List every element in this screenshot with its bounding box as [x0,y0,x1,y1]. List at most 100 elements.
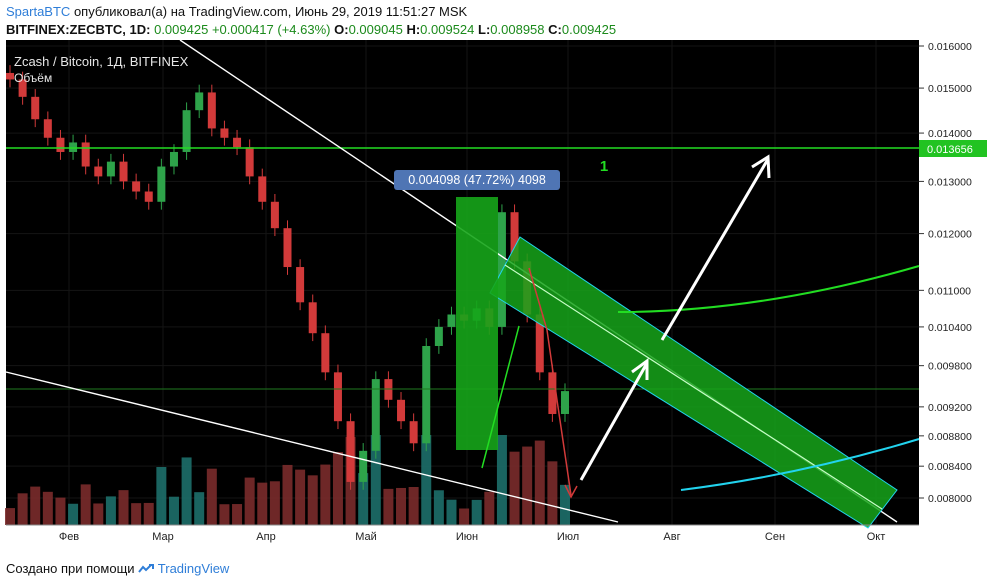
candle-body [169,151,178,167]
candle-body [321,333,330,373]
price-label-bg [919,140,987,157]
volume-bar [244,477,255,525]
volume-bar [68,503,79,525]
chart-title: Zcash / Bitcoin, 1Д, BITFINEX [14,54,189,69]
author-link[interactable]: SpartaBTC [6,4,71,19]
candle-body [144,191,153,202]
volume-bar [560,484,570,525]
descending-channel[interactable] [489,236,898,529]
volume-bar [5,508,15,525]
measure-tooltip [394,170,560,190]
tradingview-logo-icon [138,562,155,573]
white-arrow-1[interactable] [579,362,649,481]
green-curve[interactable] [617,265,920,313]
candle-body [258,176,267,202]
white-arrowhead-1 [631,358,649,380]
candle-body [561,391,569,414]
volume-bar [471,499,482,525]
cyan-curve[interactable] [680,438,920,491]
volume-bar [30,486,41,525]
volume-bar [433,490,444,525]
annotation-label: 1 [600,158,608,175]
volume-bar [55,497,66,525]
volume-bar [522,446,533,525]
candle-body [346,421,355,482]
volume-bar [534,440,545,525]
price-tick-label: 0.011000 [928,285,971,297]
candle-body [397,399,406,422]
time-tick-label: Окт [867,531,886,543]
close-label: C: [548,22,562,37]
candle-body [371,379,380,451]
green-projection-line [481,325,520,469]
volume-bar [93,503,104,525]
price-chart[interactable]: 1 0.004098 (47.72%) 4098 Zcash / Bitcoin… [0,40,989,555]
price-tick-label: 0.013000 [928,176,972,188]
price-tick-label: 0.012000 [928,229,972,241]
volume-bar [408,487,419,525]
candle-body [233,137,242,148]
candle-body [510,212,519,262]
price-tick-label: 0.015000 [928,83,972,95]
footer: Создано при помощи TradingView [6,561,229,576]
white-arrow-2[interactable] [660,158,770,341]
price-tick-label: 0.016000 [928,41,972,53]
time-tick-label: Май [355,531,377,543]
candle-body [283,228,292,268]
volume-bar [194,492,205,525]
high-label: H: [406,22,421,37]
volume-bar [105,496,116,525]
volume-bar [358,473,369,525]
volume-bar [206,468,217,525]
red-projection-line [528,267,572,496]
price-tick-label: 0.009800 [928,361,972,373]
volume-bar [131,503,142,525]
volume-bar [282,464,293,525]
tradingview-link[interactable]: TradingView [157,561,230,576]
volume-bar [269,481,280,525]
candle-body [548,372,557,414]
white-arrowhead-2 [751,154,771,179]
volume-bar [181,457,192,525]
red-arrowhead [564,484,578,499]
volume-bar [484,491,495,525]
candle-body [245,147,254,177]
volume-bar [320,464,331,525]
volume-bar [396,487,407,525]
footer-text: Создано при помощи [6,561,135,576]
low-value: 0.008958 [490,22,545,37]
price-tick-label: 0.010400 [928,322,972,334]
time-axis: Фев Мар Апр Май Июн Июл Авг Сен Окт [6,524,919,543]
price-axis: 0.016000 0.015000 0.014000 0.013000 0.012000… [919,41,972,505]
low-label: L: [478,22,491,37]
time-tick-label: Апр [256,531,275,543]
close-value: 0.009425 [561,22,617,37]
candle-body [132,181,141,192]
symbol-label: BITFINEX:ZECBTC, 1D [6,22,147,37]
volume-bar [383,488,394,525]
candle-body [535,314,544,373]
time-tick-label: Июн [456,531,478,543]
candle-body [270,201,279,229]
candle-body [333,372,342,422]
publish-info: опубликовал(а) на TradingView.com, Июнь … [73,4,468,19]
volume-bar [168,496,179,525]
candle-body [296,267,305,303]
candle-body [220,128,229,138]
candle-body [422,345,431,444]
candle-body [497,212,506,327]
measure-box[interactable] [456,197,498,450]
ohlc-line: BITFINEX:ZECBTC, 1D: 0.009425 +0.000417 … [6,22,617,37]
time-tick-label: Фев [59,531,79,543]
volume-bar [295,469,306,525]
candle-body [18,79,27,97]
candle-body [94,166,103,177]
candle-body [31,96,40,120]
time-tick-label: Авг [663,531,680,543]
candle-body [43,119,52,138]
price-tick-label: 0.008800 [928,431,972,443]
price-tick-label: 0.008400 [928,461,972,473]
candle-body [6,72,14,80]
candle-body [308,302,317,334]
trendline-lower[interactable] [5,371,619,523]
